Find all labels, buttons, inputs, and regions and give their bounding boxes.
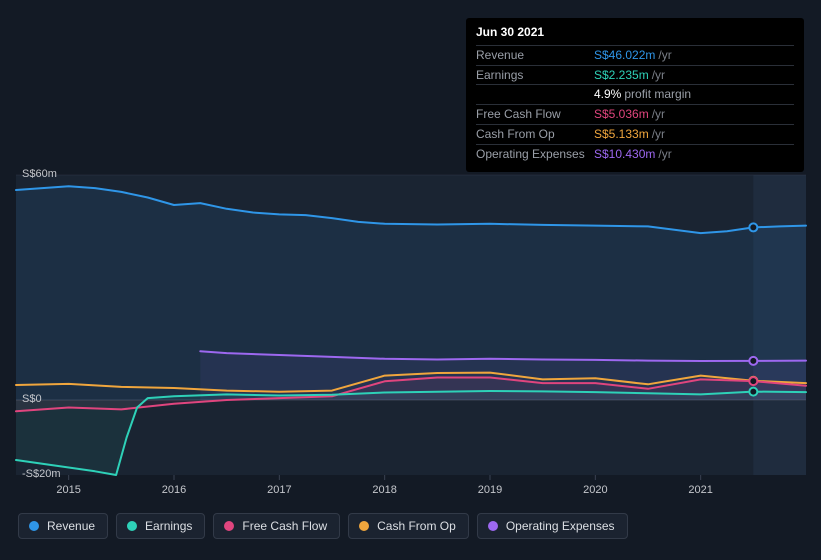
tooltip-row-value: S$46.022m/yr	[594, 47, 672, 64]
tooltip-row-value: S$10.430m/yr	[594, 146, 672, 163]
tooltip-row-value: S$5.133m/yr	[594, 126, 665, 143]
tooltip-row: Cash From OpS$5.133m/yr	[476, 124, 794, 144]
legend-swatch	[224, 521, 234, 531]
legend-swatch	[359, 521, 369, 531]
legend-label: Cash From Op	[377, 519, 456, 533]
tooltip-row: Operating ExpensesS$10.430m/yr	[476, 144, 794, 164]
tooltip-row: EarningsS$2.235m/yr	[476, 65, 794, 85]
tooltip-row-value: 4.9%profit margin	[594, 86, 691, 103]
legend-label: Revenue	[47, 519, 95, 533]
tooltip-row-label: Free Cash Flow	[476, 106, 594, 123]
x-axis-labels: 2015 2016 2017 2018 2019 2020 2021	[0, 484, 821, 502]
legend-label: Free Cash Flow	[242, 519, 327, 533]
x-axis-label: 2020	[583, 484, 607, 496]
chart-tooltip: Jun 30 2021 RevenueS$46.022m/yrEarningsS…	[466, 18, 804, 172]
tooltip-row: RevenueS$46.022m/yr	[476, 45, 794, 65]
x-axis-label: 2019	[478, 484, 502, 496]
tooltip-row: 4.9%profit margin	[476, 84, 794, 104]
tooltip-row-label	[476, 86, 594, 103]
legend-swatch	[488, 521, 498, 531]
financials-chart[interactable]: S$60m S$0 -S$20m 2015 2016 2017 2018 2019 2020 2…	[0, 155, 821, 495]
x-axis-label: 2015	[56, 484, 80, 496]
legend-item[interactable]: Operating Expenses	[477, 513, 628, 539]
y-axis-label: S$60m	[22, 168, 57, 180]
tooltip-date: Jun 30 2021	[476, 24, 794, 41]
tooltip-row-label: Operating Expenses	[476, 146, 594, 163]
tooltip-row: Free Cash FlowS$5.036m/yr	[476, 104, 794, 124]
legend-item[interactable]: Cash From Op	[348, 513, 469, 539]
legend-item[interactable]: Free Cash Flow	[213, 513, 340, 539]
legend-swatch	[29, 521, 39, 531]
tooltip-row-label: Cash From Op	[476, 126, 594, 143]
x-axis-label: 2016	[162, 484, 186, 496]
legend-item[interactable]: Revenue	[18, 513, 108, 539]
y-axis-label: S$0	[22, 393, 42, 405]
tooltip-rows: RevenueS$46.022m/yrEarningsS$2.235m/yr4.…	[476, 45, 794, 164]
x-axis-label: 2021	[688, 484, 712, 496]
legend-swatch	[127, 521, 137, 531]
tooltip-row-label: Revenue	[476, 47, 594, 64]
x-axis-label: 2018	[372, 484, 396, 496]
tooltip-row-value: S$5.036m/yr	[594, 106, 665, 123]
y-axis-label: -S$20m	[22, 468, 61, 480]
x-axis-label: 2017	[267, 484, 291, 496]
tooltip-row-value: S$2.235m/yr	[594, 67, 665, 84]
legend-label: Earnings	[145, 519, 192, 533]
tooltip-row-label: Earnings	[476, 67, 594, 84]
legend-label: Operating Expenses	[506, 519, 615, 533]
legend-item[interactable]: Earnings	[116, 513, 205, 539]
chart-legend: Revenue Earnings Free Cash Flow Cash From O…	[18, 513, 628, 539]
